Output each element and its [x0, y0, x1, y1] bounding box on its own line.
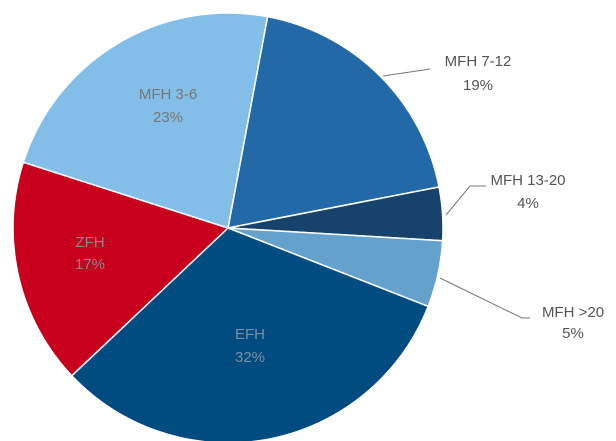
slice-label: MFH 13-20 — [490, 172, 565, 189]
slice-value: 23% — [153, 109, 183, 126]
slice-label: MFH 3-6 — [139, 86, 197, 103]
slice-label: MFH >20 — [542, 304, 604, 321]
slice-value: 32% — [235, 349, 265, 366]
slice-value: 19% — [463, 77, 493, 94]
leader-line — [382, 68, 431, 77]
slice-value: 4% — [517, 195, 539, 212]
pie-slice — [22, 12, 269, 229]
slice-value: 5% — [562, 325, 584, 342]
slice-label: EFH — [235, 326, 265, 343]
pie-slice — [227, 15, 440, 229]
pie-slice — [70, 227, 430, 441]
slice-value: 17% — [75, 256, 105, 273]
pie-slice — [12, 161, 230, 377]
slice-label: ZFH — [75, 234, 104, 251]
slice-label: MFH 7-12 — [445, 53, 512, 70]
leader-line — [445, 185, 486, 216]
leader-line — [439, 277, 530, 319]
